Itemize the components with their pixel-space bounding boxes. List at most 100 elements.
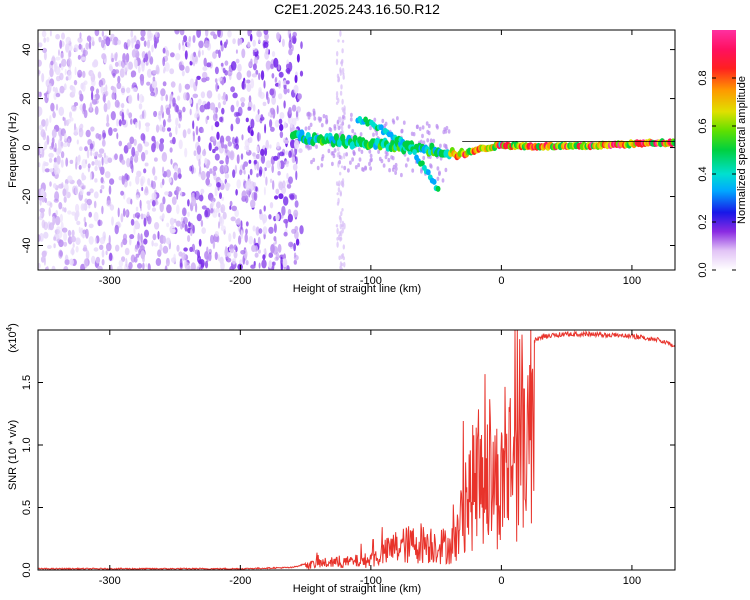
spectrogram-noise-mark [273, 236, 277, 242]
spectrogram-noise-mark [339, 223, 342, 230]
spectrogram-noise-mark [165, 94, 168, 102]
spectrogram-noise-mark [127, 61, 133, 70]
spectrogram-noise-mark [38, 106, 43, 116]
spectrogram-noise-mark [260, 70, 265, 81]
spectrogram-scatter-mark [406, 157, 410, 162]
spectrogram-noise-mark [48, 222, 55, 231]
spectrogram-noise-mark [201, 128, 204, 133]
spectrogram-scatter-mark [444, 167, 448, 173]
spectrogram-noise-mark [248, 95, 252, 103]
spectrogram-noise-mark [248, 136, 253, 144]
spectrogram-noise-mark [73, 102, 79, 107]
spectrogram-noise-mark [200, 170, 206, 181]
spectrogram-noise-mark [158, 142, 164, 152]
spectrogram-noise-mark [291, 44, 294, 52]
spectrogram-noise-mark [91, 79, 96, 87]
spectrogram-noise-mark [38, 262, 41, 269]
spectrogram-noise-mark [75, 210, 80, 218]
spectrogram-noise-mark [97, 153, 103, 158]
y-tick-label: -40 [21, 238, 33, 254]
spectrogram-noise-mark [72, 185, 77, 195]
spectrogram-noise-mark [43, 51, 47, 61]
spectrogram-noise-mark [86, 149, 90, 159]
spectrogram-branch-mark [435, 185, 441, 192]
spectrogram-scatter-mark [325, 120, 328, 125]
spectrogram-noise-mark [204, 40, 210, 48]
spectrogram-noise-mark [85, 250, 90, 260]
spectrogram-noise-mark [179, 64, 185, 71]
spectrogram-noise-mark [82, 70, 86, 78]
spectrogram-noise-mark [87, 163, 91, 169]
spectrogram-noise-mark [117, 75, 121, 84]
spectrogram-noise-mark [206, 171, 211, 179]
spectrogram-noise-mark [176, 244, 180, 252]
spectrogram-noise-mark [103, 102, 108, 113]
spectrogram-noise-mark [88, 223, 94, 229]
spectrogram-noise-mark [94, 237, 98, 245]
spectrogram-noise-mark [67, 70, 72, 81]
spectrogram-noise-mark [41, 219, 46, 229]
spectrogram-noise-mark [141, 151, 146, 162]
spectrogram-noise-mark [337, 146, 340, 152]
spectrogram-noise-mark [139, 93, 144, 104]
spectrogram-noise-mark [123, 66, 127, 73]
spectrogram-noise-mark [249, 33, 253, 42]
spectrogram-scatter-mark [369, 153, 373, 158]
spectrogram-noise-mark [53, 147, 57, 152]
spectrogram-noise-mark [63, 133, 67, 142]
spectrogram-scatter-mark [391, 118, 395, 123]
spectrogram-noise-mark [112, 72, 116, 78]
spectrogram-scatter-mark [396, 116, 399, 121]
spectrogram-noise-mark [38, 234, 41, 242]
spectrogram-noise-mark [339, 90, 343, 96]
spectrogram-noise-mark [201, 77, 207, 83]
spectrogram-scatter-mark [343, 165, 347, 171]
spectrogram-scatter-mark [381, 118, 385, 124]
spectrogram-noise-mark [288, 176, 293, 184]
spectrogram-noise-mark [235, 117, 241, 125]
spectrogram-scatter-mark [338, 155, 342, 160]
spectrogram-noise-mark [195, 202, 198, 213]
spectrogram-noise-mark [118, 259, 124, 267]
spectrogram-noise-mark [198, 194, 204, 202]
spectrogram-noise-mark [271, 164, 275, 174]
spectrogram-noise-mark [98, 38, 102, 43]
spectrogram-noise-mark [214, 231, 219, 237]
spectrogram-noise-mark [137, 232, 140, 242]
spectrogram-scatter-mark [329, 127, 333, 133]
spectrogram-scatter-mark [347, 124, 351, 129]
spectrogram-noise-mark [170, 94, 173, 100]
spectrogram-noise-mark [265, 47, 269, 55]
spectrogram-noise-mark [217, 254, 220, 262]
x-tick-label: -100 [360, 575, 382, 587]
spectrogram-noise-mark [257, 131, 260, 142]
spectrogram-noise-mark [239, 38, 243, 45]
spectrogram-noise-mark [59, 39, 63, 49]
spectrogram-noise-mark [218, 77, 223, 82]
spectrogram-noise-mark [210, 31, 216, 36]
y-tick-label: 1.0 [21, 437, 33, 452]
spectrogram-noise-mark [98, 166, 103, 171]
spectrogram-noise-mark [85, 159, 88, 165]
spectrogram-noise-mark [198, 259, 203, 265]
spectrogram-noise-mark [51, 141, 54, 149]
spectrogram-noise-mark [151, 44, 154, 53]
spectrogram-noise-mark [250, 264, 256, 269]
spectrogram-noise-mark [43, 162, 49, 167]
spectrogram-noise-mark [215, 207, 220, 213]
spectrogram-scatter-mark [422, 140, 426, 145]
spectrogram-noise-mark [45, 122, 48, 132]
spectrogram-noise-mark [270, 244, 275, 254]
spectrogram-noise-mark [212, 51, 217, 59]
spectrogram-scatter-mark [425, 121, 429, 126]
spectrogram-noise-mark [151, 192, 157, 200]
spectrogram-noise-mark [170, 52, 175, 58]
spectrogram-noise-mark [265, 139, 270, 150]
spectrogram-noise-mark [95, 133, 100, 139]
spectrogram-noise-mark [151, 79, 158, 89]
spectrogram-noise-mark [59, 72, 64, 81]
spectrogram-scatter-mark [307, 125, 311, 131]
spectrogram-noise-mark [182, 44, 186, 52]
spectrogram-noise-mark [230, 216, 236, 222]
spectrogram-noise-mark [229, 248, 234, 254]
